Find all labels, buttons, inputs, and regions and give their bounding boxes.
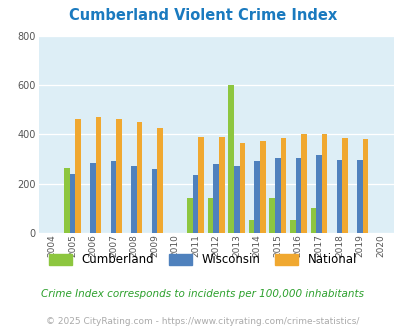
Bar (207, 198, 213, 233)
Bar (131, 166, 136, 233)
Bar (321, 135, 326, 233)
Bar (315, 154, 321, 233)
Bar (233, 166, 239, 233)
Bar (289, 220, 295, 233)
Bar (151, 169, 157, 233)
Bar (70, 174, 75, 233)
Bar (254, 161, 259, 233)
Bar (274, 158, 280, 233)
Bar (111, 161, 116, 233)
Bar (269, 198, 274, 233)
Bar (64, 168, 70, 233)
Legend: Cumberland, Wisconsin, National: Cumberland, Wisconsin, National (49, 253, 356, 266)
Bar (295, 158, 301, 233)
Bar (198, 137, 203, 233)
Bar (248, 220, 254, 233)
Bar (341, 138, 347, 233)
Bar (136, 122, 142, 233)
Bar (280, 138, 286, 233)
Bar (356, 160, 362, 233)
Bar (301, 135, 306, 233)
Bar (310, 208, 315, 233)
Bar (336, 159, 341, 233)
Bar (157, 128, 162, 233)
Text: © 2025 CityRating.com - https://www.cityrating.com/crime-statistics/: © 2025 CityRating.com - https://www.city… (46, 317, 359, 326)
Text: Cumberland Violent Crime Index: Cumberland Violent Crime Index (69, 8, 336, 23)
Bar (213, 164, 218, 233)
Bar (75, 118, 81, 233)
Bar (96, 117, 101, 233)
Bar (218, 137, 224, 233)
Bar (90, 163, 96, 233)
Bar (259, 141, 265, 233)
Text: Crime Index corresponds to incidents per 100,000 inhabitants: Crime Index corresponds to incidents per… (41, 289, 364, 299)
Bar (116, 118, 121, 233)
Bar (187, 198, 192, 233)
Bar (192, 175, 198, 233)
Bar (228, 85, 233, 233)
Bar (239, 143, 245, 233)
Bar (362, 139, 367, 233)
